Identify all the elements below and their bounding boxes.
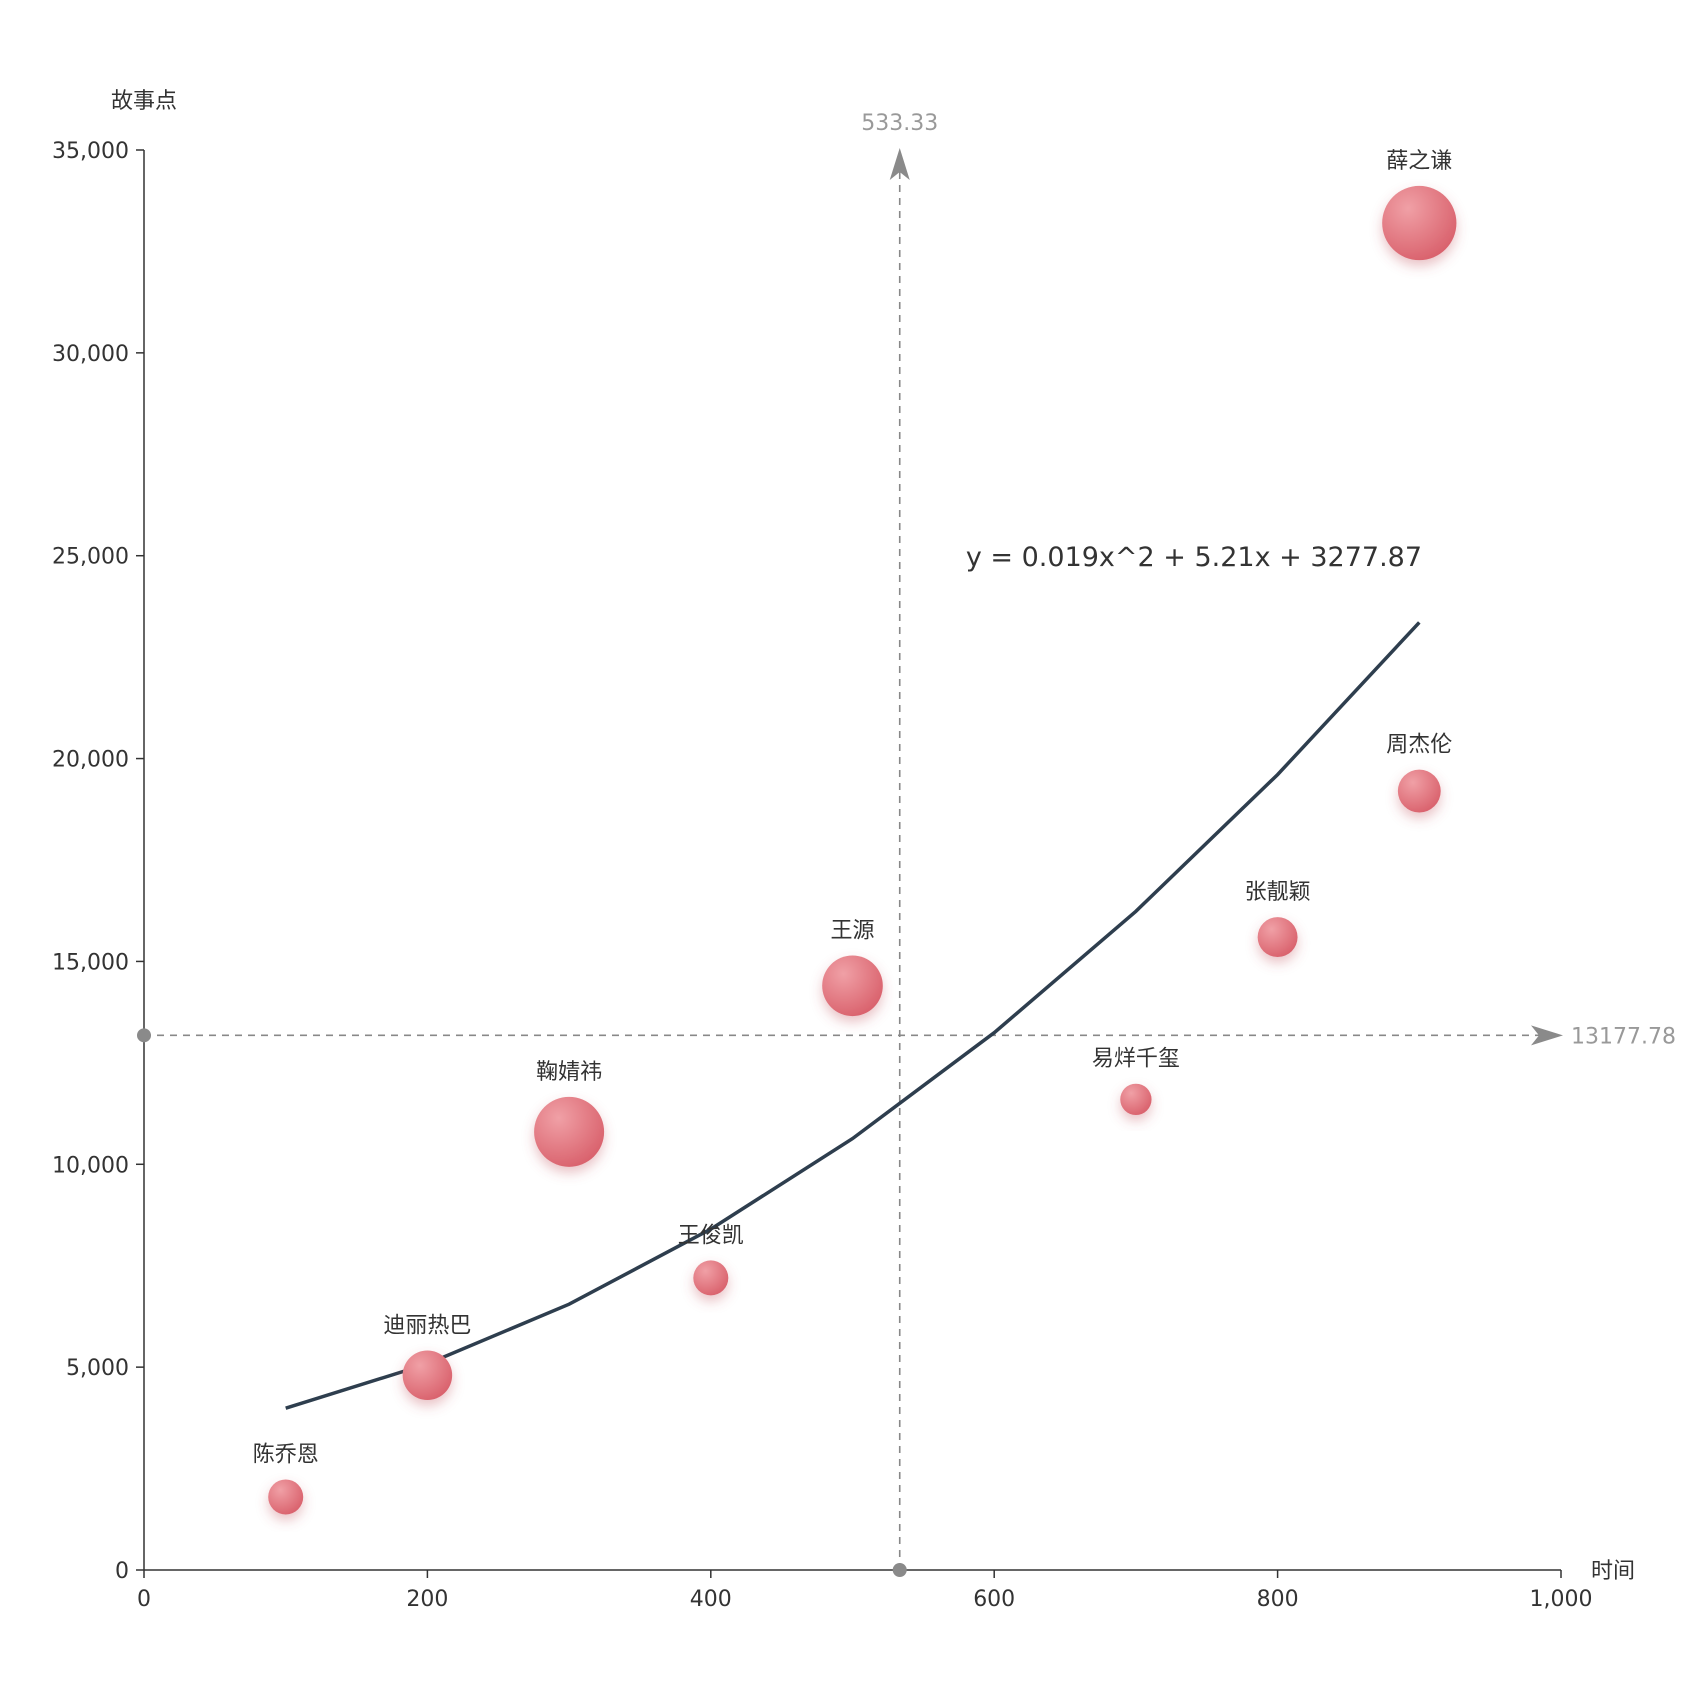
y-tick-label: 20,000 (52, 748, 129, 773)
x-mean-anchor-dot (892, 1563, 907, 1577)
bubble-point[interactable]: 迪丽热巴 (383, 1314, 471, 1401)
reference-lines: 533.33 13177.78 (137, 111, 1676, 1577)
bubble-label: 鞠婧祎 (536, 1060, 602, 1085)
y-mean-anchor-dot (137, 1028, 151, 1043)
bubble-point[interactable]: 陈乔恩 (253, 1442, 319, 1515)
bubble-label: 易烊千玺 (1092, 1047, 1180, 1072)
y-tick-label: 10,000 (52, 1153, 129, 1178)
bubble-circle[interactable] (402, 1350, 453, 1401)
x-tick-label: 200 (406, 1587, 448, 1612)
bubble-circle[interactable] (534, 1096, 605, 1167)
y-tick-label: 15,000 (52, 950, 129, 975)
bubble-point[interactable]: 王源 (822, 918, 883, 1017)
bubble-point[interactable]: 薛之谦 (1382, 149, 1457, 261)
y-tick-label: 35,000 (52, 139, 129, 164)
x-tick-label: 1,000 (1530, 1587, 1593, 1612)
bubble-point[interactable]: 王俊凯 (678, 1223, 744, 1296)
y-axis-title: 故事点 (111, 89, 177, 114)
y-tick-label: 25,000 (52, 545, 129, 570)
bubble-label: 王俊凯 (678, 1223, 744, 1248)
x-axis-ticks: 0 200 400 600 800 1,000 (137, 1570, 1592, 1612)
x-tick-label: 800 (1257, 1587, 1299, 1612)
bubble-circle[interactable] (1120, 1083, 1152, 1116)
x-mean-label: 533.33 (861, 111, 938, 136)
bubble-label: 薛之谦 (1386, 149, 1452, 174)
bubble-label: 张靓颖 (1245, 880, 1311, 905)
bubble-circle[interactable] (1397, 769, 1441, 813)
x-tick-label: 600 (973, 1587, 1015, 1612)
y-axis-ticks: 0 5,000 10,000 15,000 20,000 25,000 30,000 35,0… (52, 139, 144, 1584)
regression-curve (285, 621, 1421, 1410)
x-tick-label: 0 (137, 1587, 151, 1612)
bubble-circle[interactable] (268, 1479, 304, 1515)
bubble-circle[interactable] (1382, 185, 1457, 261)
x-tick-label: 400 (690, 1587, 732, 1612)
y-mean-label: 13177.78 (1571, 1024, 1676, 1049)
bubble-label: 陈乔恩 (253, 1442, 319, 1467)
x-mean-arrow-icon (889, 148, 910, 180)
bubble-label: 迪丽热巴 (383, 1314, 471, 1339)
y-tick-label: 0 (115, 1559, 129, 1584)
bubble-point[interactable]: 鞠婧祎 (534, 1060, 605, 1167)
bubble-point[interactable]: 易烊千玺 (1092, 1047, 1180, 1116)
bubble-label: 王源 (830, 918, 874, 943)
bubble-circle[interactable] (1257, 917, 1298, 958)
y-tick-label: 5,000 (66, 1356, 129, 1381)
bubble-circle[interactable] (822, 955, 883, 1017)
bubble-point[interactable]: 周杰伦 (1386, 733, 1452, 813)
x-axis-title: 时间 (1591, 1559, 1635, 1584)
bubble-circle[interactable] (693, 1260, 729, 1296)
bubble-label: 周杰伦 (1386, 733, 1452, 758)
bubble-point[interactable]: 张靓颖 (1245, 880, 1311, 958)
regression-equation: y = 0.019x^2 + 5.21x + 3277.87 (966, 542, 1422, 573)
y-tick-label: 30,000 (52, 342, 129, 367)
y-mean-arrow-icon (1531, 1025, 1563, 1046)
axes: 0 200 400 600 800 1,000 0 5,000 10,000 15,000 20,… (52, 89, 1635, 1612)
